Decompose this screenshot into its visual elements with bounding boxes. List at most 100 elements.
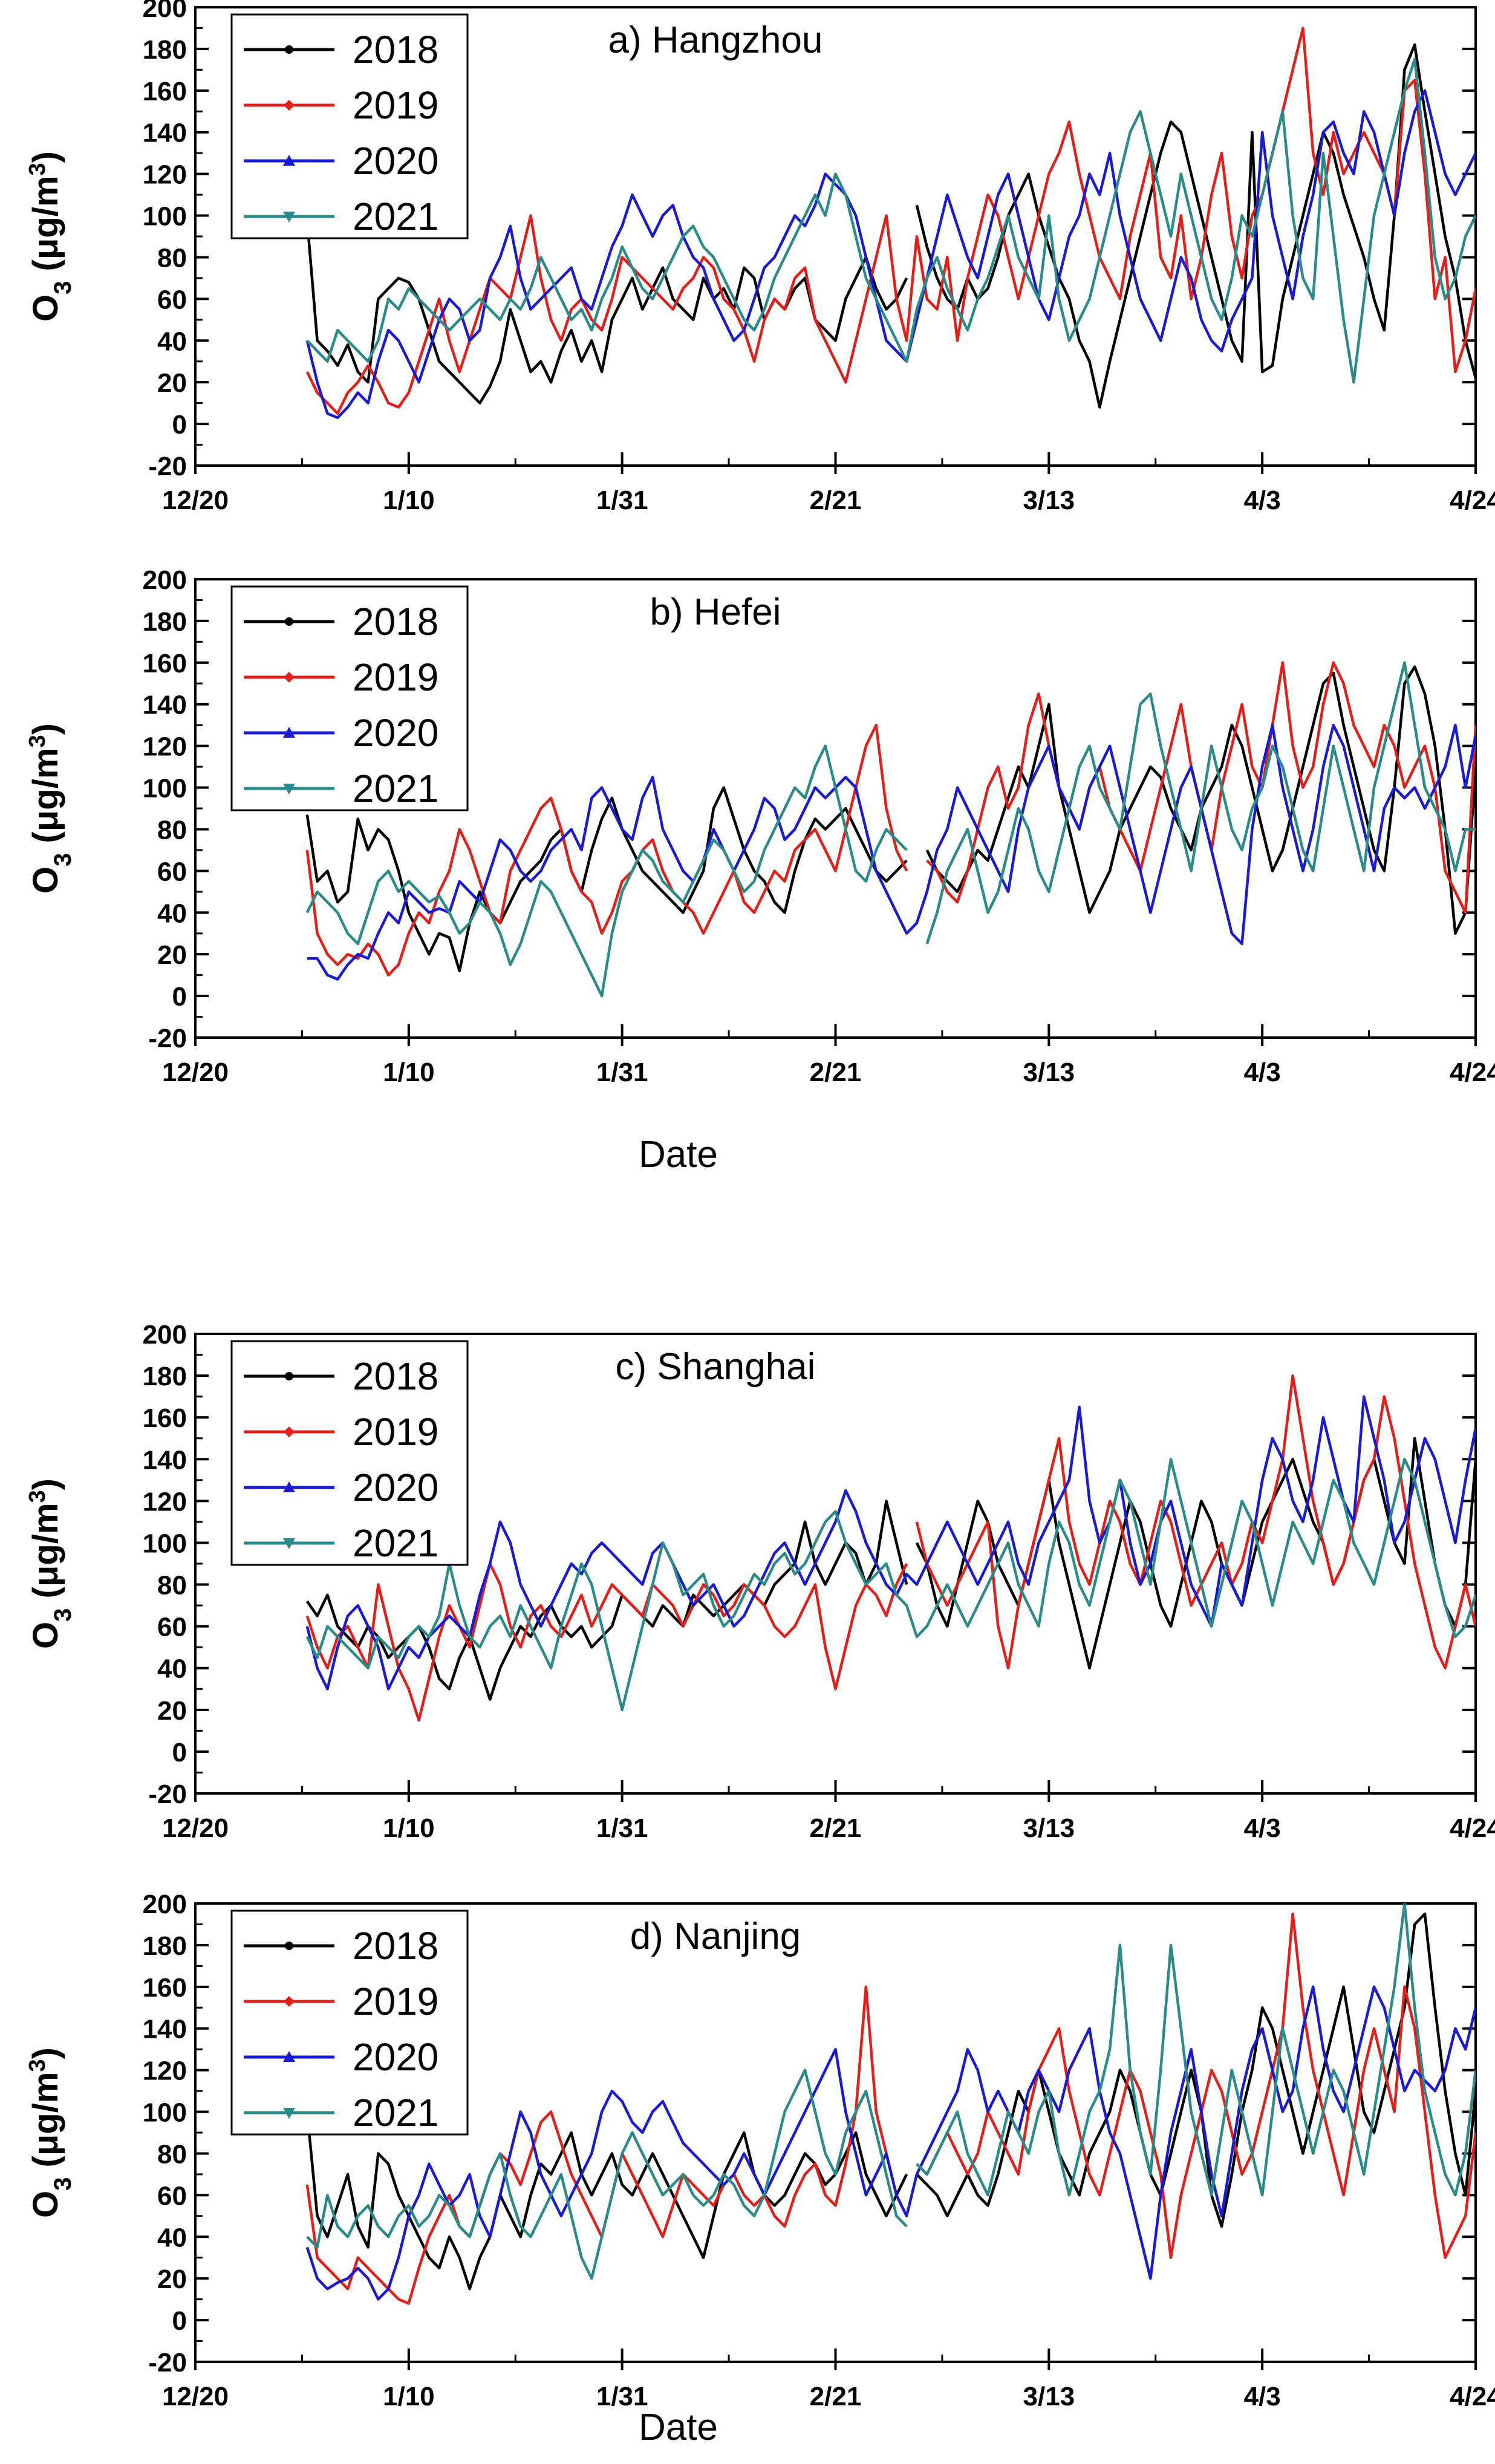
x-axis-title: Date (639, 1134, 718, 1175)
series-line-2019 (305, 1374, 1476, 1722)
y-tick-label: 160 (143, 77, 187, 106)
y-axis-title: O3 (μg/m3) (25, 1478, 76, 1649)
y-tick-label: 180 (143, 1931, 187, 1961)
y-tick-label: -20 (148, 1024, 187, 1053)
series-group (305, 1374, 1476, 1722)
y-tick-label: 160 (143, 649, 187, 678)
series-group (305, 1903, 1476, 2305)
y-tick-label: 0 (172, 982, 187, 1012)
series-line-2021 (305, 1458, 1476, 1712)
x-tick-label: 4/3 (1244, 486, 1281, 515)
legend-marker (283, 212, 295, 223)
y-tick-label: 160 (143, 1403, 187, 1433)
y-tick-label: 140 (143, 691, 187, 720)
series-line-2020 (305, 1985, 1476, 2301)
series-line-2020 (305, 89, 1476, 420)
y-tick-label: 60 (157, 857, 187, 886)
series-line-2018 (305, 665, 1476, 972)
x-axis-title: Date (639, 2407, 718, 2448)
panel-3: -20 0 20 40 60 80 100 120 140 160 180 200 12/20 1/10 1… (25, 1320, 1495, 1843)
series-line-2020 (305, 1395, 1476, 1691)
legend-marker (283, 1538, 295, 1549)
y-tick-label: 100 (143, 2098, 187, 2128)
legend-marker (283, 727, 295, 738)
legend-label-2019: 2019 (353, 83, 438, 127)
y-tick-label: 40 (157, 2223, 187, 2252)
x-tick-label: 1/10 (383, 1058, 435, 1087)
y-tick-label: 120 (143, 160, 187, 190)
y-tick-label: 100 (143, 202, 187, 232)
y-axis-title: O3 (μg/m3) (25, 2047, 76, 2218)
legend-label-2018: 2018 (353, 28, 438, 71)
y-tick-label: 0 (172, 1738, 187, 1767)
y-tick-label: 80 (157, 815, 187, 845)
x-tick-label: 2/21 (810, 486, 862, 515)
legend-marker (285, 45, 293, 54)
y-tick-label: 60 (157, 1613, 187, 1642)
x-tick-label: 1/31 (596, 1813, 648, 1843)
series-line-2021 (306, 1903, 1476, 2280)
legend-label-2018: 2018 (353, 1354, 438, 1398)
x-tick-label: 4/24 (1450, 486, 1495, 515)
y-tick-label: 180 (143, 35, 187, 65)
legend-label-2020: 2020 (353, 2035, 438, 2079)
legend-marker (283, 1481, 295, 1492)
y-tick-label: 40 (157, 899, 187, 928)
legend-box (230, 1340, 469, 1566)
series-group (305, 27, 1476, 420)
x-tick-label: 1/31 (596, 1058, 648, 1087)
x-tick-label: 12/20 (162, 486, 229, 515)
legend-label-2021: 2021 (353, 195, 438, 238)
x-tick-label: 3/13 (1023, 1058, 1075, 1087)
panel-title: d) Nanjing (630, 1916, 801, 1957)
x-tick-label: 12/20 (162, 1813, 229, 1843)
y-tick-label: 100 (143, 1529, 187, 1558)
y-tick-label: -20 (148, 452, 187, 481)
y-tick-label: 60 (157, 2181, 187, 2211)
y-tick-label: 120 (143, 732, 187, 762)
y-tick-label: 20 (157, 1696, 187, 1726)
legend-label-2019: 2019 (353, 655, 438, 699)
y-tick-label: 200 (143, 1320, 187, 1350)
y-tick-label: 80 (157, 243, 187, 273)
y-axis-title: O3 (μg/m3) (25, 723, 76, 894)
series-group (305, 661, 1476, 998)
x-tick-label: 4/3 (1244, 1813, 1281, 1843)
x-tick-label: 4/24 (1450, 1813, 1495, 1843)
legend-box (230, 585, 469, 811)
panel-2: -20 0 20 40 60 80 100 120 140 160 180 200 12/20 1/10 1… (25, 565, 1495, 1175)
y-tick-label: 200 (143, 0, 187, 23)
y-tick-label: 160 (143, 1973, 187, 2003)
y-tick-label: 140 (143, 2015, 187, 2044)
panel-title: c) Shanghai (616, 1346, 816, 1388)
y-tick-label: 80 (157, 1571, 187, 1601)
series-line-2018 (305, 43, 1476, 409)
legend-label-2020: 2020 (353, 139, 438, 183)
panel-title: b) Hefei (650, 591, 781, 633)
panel-1: -20 0 20 40 60 80 100 120 140 160 180 200 12/20 1/10 1… (25, 0, 1495, 515)
x-tick-label: 1/31 (596, 2382, 648, 2411)
x-tick-label: 3/13 (1023, 2382, 1075, 2411)
x-tick-label: 1/10 (383, 486, 435, 515)
legend-box (230, 1910, 469, 2136)
legend: 2018 2019 2020 2021 (230, 13, 469, 239)
legend-label-2019: 2019 (353, 1980, 438, 2023)
x-tick-label: 4/24 (1450, 1058, 1495, 1087)
series-line-2019 (305, 661, 1476, 977)
y-tick-label: 0 (172, 2306, 187, 2336)
x-tick-label: 2/21 (810, 1058, 862, 1087)
legend-label-2021: 2021 (353, 1521, 438, 1565)
legend-marker (284, 1996, 295, 2007)
legend-marker (283, 784, 295, 795)
legend-label-2021: 2021 (353, 767, 438, 810)
legend-label-2020: 2020 (353, 711, 438, 755)
x-tick-label: 12/20 (162, 1058, 229, 1087)
x-tick-label: 4/3 (1244, 1058, 1281, 1087)
y-tick-label: 20 (157, 940, 187, 970)
y-axis-title: O3 (μg/m3) (25, 151, 76, 322)
series-line-2021 (306, 57, 1476, 384)
x-tick-label: 3/13 (1023, 1813, 1075, 1843)
legend: 2018 2019 2020 2021 (230, 585, 469, 811)
legend-marker (285, 1372, 293, 1380)
y-tick-label: 180 (143, 607, 187, 637)
